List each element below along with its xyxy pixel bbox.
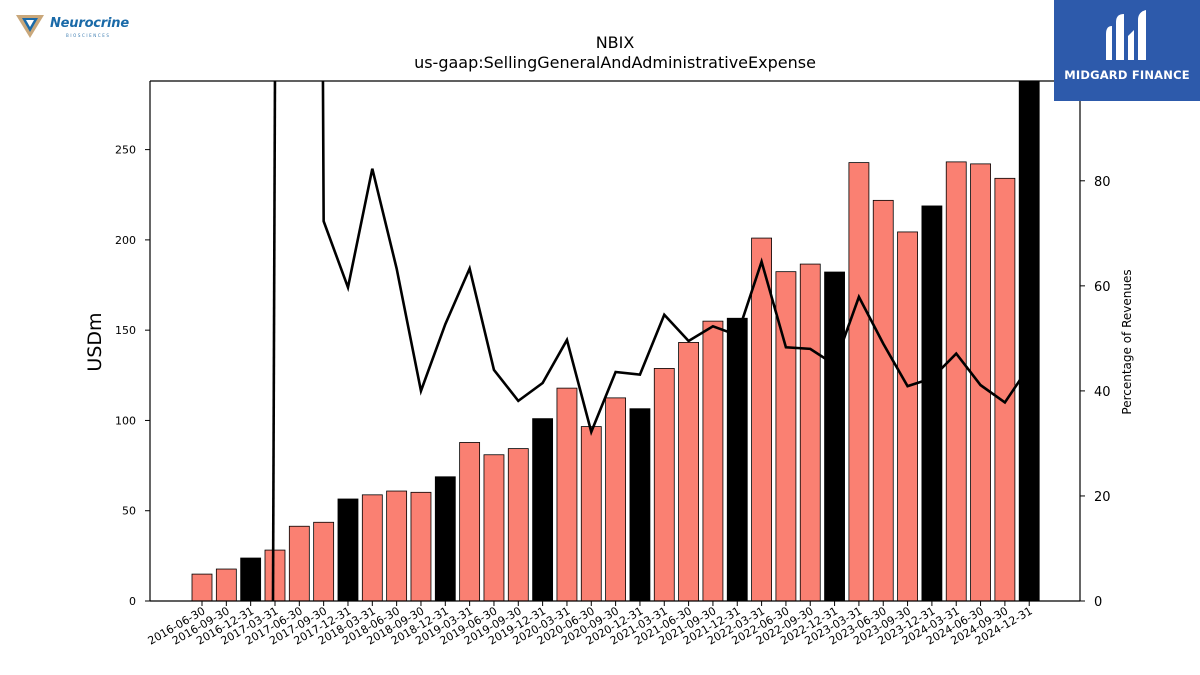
- bar-2017-12-31: [337, 498, 359, 602]
- bar-2016-09-30: [215, 568, 237, 602]
- neurocrine-logo: Neurocrine BIOSCIENCES: [14, 12, 144, 42]
- neurocrine-triangle-icon: [16, 15, 44, 38]
- bar-2023-03-31: [848, 162, 870, 602]
- y2-tick-label: 60: [1094, 280, 1111, 295]
- bar-2016-12-31: [240, 557, 262, 602]
- bar-2018-06-30: [386, 490, 408, 602]
- bar-2020-09-30: [605, 397, 627, 602]
- bar-2024-03-31: [945, 161, 967, 602]
- bar-2018-09-30: [410, 491, 432, 602]
- chart-subtitle: us-gaap:SellingGeneralAndAdministrativeE…: [414, 53, 816, 72]
- midgard-finance-logo: MIDGARD FINANCE: [1054, 0, 1200, 101]
- bar-2018-03-31: [361, 494, 383, 602]
- y-axis-label: USDm: [84, 312, 106, 371]
- y-tick-label: 150: [115, 324, 136, 337]
- x-ticks: 2016-06-302016-09-302016-12-312017-03-31…: [146, 601, 1035, 648]
- bar-2019-09-30: [507, 448, 529, 602]
- bar-2019-06-30: [483, 454, 505, 602]
- line-spike-segment: [271, 81, 277, 602]
- axes: [149, 80, 1081, 602]
- bar-2022-09-30: [799, 263, 821, 602]
- bar-2022-12-31: [824, 271, 845, 602]
- bar-2022-03-31: [751, 237, 772, 602]
- bar-2024-06-30: [970, 163, 991, 602]
- bar-2023-06-30: [872, 199, 894, 602]
- bar-2018-12-31: [434, 476, 456, 602]
- y2-tick-label: 40: [1094, 385, 1111, 400]
- neurocrine-wordmark: Neurocrine: [50, 16, 129, 31]
- bar-series: [191, 81, 1040, 602]
- bar-2021-03-31: [653, 368, 675, 602]
- bar-2017-09-30: [313, 521, 335, 602]
- bar-2017-06-30: [288, 525, 310, 602]
- bar-2019-12-31: [532, 418, 554, 602]
- percentage-line-series: [271, 81, 1031, 602]
- bar-2023-12-31: [921, 205, 943, 602]
- bar-2021-06-30: [678, 342, 699, 602]
- bar-2024-09-30: [994, 177, 1016, 602]
- bar-2024-12-31: [1018, 81, 1040, 602]
- neurocrine-subtitle: BIOSCIENCES: [66, 33, 111, 38]
- y2-axis-label: Percentage of Revenues: [1120, 269, 1134, 414]
- percentage-line: [321, 81, 1031, 436]
- y2-tick-label: 20: [1094, 490, 1111, 505]
- midgard-m-icon: [1106, 10, 1146, 60]
- chart-title: NBIX: [596, 33, 635, 52]
- y-tick-label: 250: [115, 144, 136, 157]
- y-tick-label: 0: [129, 595, 136, 608]
- bar-2020-03-31: [556, 387, 578, 602]
- y-tick-label: 50: [122, 505, 136, 518]
- right-y-ticks: 0 20 40 60 80: [1080, 175, 1111, 610]
- bar-2023-09-30: [897, 231, 918, 602]
- bar-2021-12-31: [726, 317, 748, 602]
- bar-2021-09-30: [702, 320, 724, 602]
- bar-2016-06-30: [191, 573, 213, 602]
- left-y-ticks: 0 50 100 150 200 250: [115, 144, 150, 608]
- y-tick-label: 200: [115, 234, 136, 247]
- midgard-brand-text: MIDGARD FINANCE: [1064, 68, 1190, 82]
- bar-2020-06-30: [580, 426, 602, 602]
- bar-2020-12-31: [629, 408, 651, 602]
- bar-2019-03-31: [459, 442, 481, 602]
- y-tick-label: 100: [115, 414, 136, 427]
- y2-tick-label: 80: [1094, 175, 1111, 190]
- bar-2017-03-31: [264, 549, 286, 602]
- y2-tick-label: 0: [1094, 595, 1102, 610]
